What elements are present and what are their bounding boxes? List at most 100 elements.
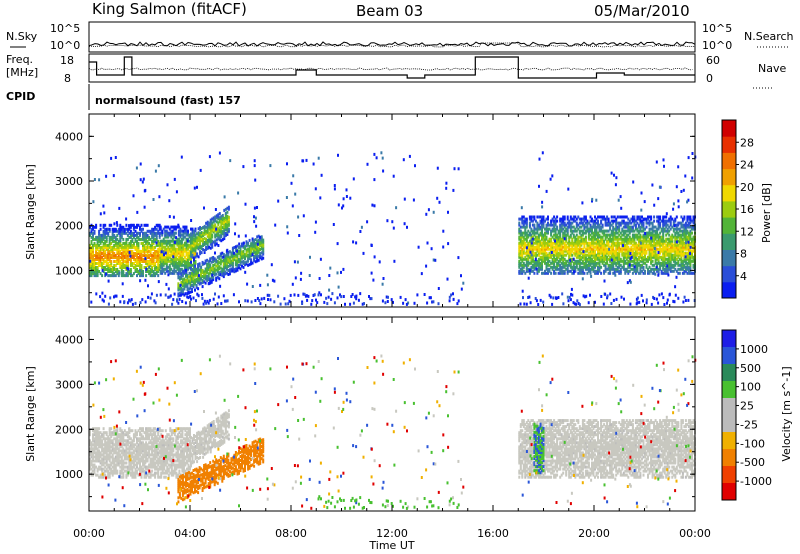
- power-cell: [260, 257, 263, 261]
- power-cell: [185, 251, 188, 255]
- power-cell: [609, 263, 612, 267]
- power-cell: [173, 249, 176, 253]
- power-cell: [180, 251, 183, 255]
- power-cell: [559, 245, 562, 249]
- power-cell: [625, 215, 628, 219]
- power-cell: [634, 253, 637, 257]
- power-cell: [619, 269, 622, 273]
- power-cell: [196, 246, 199, 250]
- power-cell: [525, 253, 528, 257]
- power-cell: [560, 227, 563, 231]
- power-cell: [149, 264, 152, 267]
- power-cell: [157, 270, 160, 273]
- power-cell: [132, 235, 135, 239]
- power-cell: [122, 260, 125, 263]
- power-cell: [198, 268, 201, 272]
- power-cell: [528, 255, 531, 259]
- power-cell: [656, 219, 659, 223]
- power-cell: [684, 261, 687, 265]
- power-cell: [563, 221, 566, 225]
- power-cell: [270, 263, 273, 267]
- power-cell: [218, 267, 221, 271]
- power-cell: [142, 247, 144, 251]
- power-cell: [119, 227, 122, 231]
- power-cell: [194, 245, 197, 249]
- power-cell: [663, 249, 666, 253]
- power-cell: [587, 233, 590, 237]
- power-cell: [601, 237, 604, 241]
- power-cell: [113, 256, 116, 259]
- power-cell: [562, 257, 565, 261]
- power-cell: [89, 270, 91, 273]
- power-cell: [533, 233, 536, 237]
- power-cell: [134, 229, 137, 233]
- power-cell: [580, 233, 583, 237]
- power-cell: [139, 227, 141, 231]
- power-cell: [221, 214, 224, 217]
- power-cell: [665, 221, 668, 225]
- power-cell: [689, 255, 692, 259]
- power-cell: [563, 245, 566, 249]
- power-cell: [256, 251, 259, 255]
- power-cell: [554, 219, 557, 223]
- power-cell: [560, 243, 563, 247]
- power-cell: [547, 267, 549, 271]
- power-cell: [183, 235, 186, 239]
- power-cell: [122, 241, 125, 245]
- power-cell: [627, 253, 630, 257]
- power-cell: [606, 221, 609, 225]
- power-cell: [689, 235, 692, 239]
- power-cell: [686, 247, 689, 251]
- power-cell: [553, 219, 556, 223]
- power-cell: [247, 249, 250, 253]
- power-cell: [217, 244, 220, 247]
- power-cell: [657, 217, 660, 221]
- power-cell: [603, 239, 606, 243]
- power-cell: [227, 215, 230, 219]
- power-cell: [607, 221, 610, 225]
- power-cell: [110, 247, 113, 251]
- power-cell: [619, 259, 622, 263]
- power-cell: [190, 246, 192, 250]
- power-cell: [519, 225, 522, 229]
- power-cell: [126, 256, 129, 259]
- power-cell: [250, 252, 253, 256]
- power-cell: [131, 237, 134, 241]
- power-cell: [247, 259, 250, 263]
- power-cell: [203, 243, 206, 246]
- power-cell: [151, 241, 154, 245]
- power-cell: [221, 255, 224, 259]
- power-cell: [164, 247, 167, 251]
- power-cell: [123, 229, 126, 233]
- power-cell: [680, 265, 683, 269]
- power-cell: [533, 241, 536, 245]
- power-cell: [140, 241, 143, 245]
- power-cell: [650, 259, 653, 263]
- power-cell: [551, 245, 554, 249]
- power-cell: [681, 261, 684, 265]
- power-cell: [95, 256, 98, 259]
- power-cell: [203, 249, 206, 252]
- power-cell: [519, 263, 522, 267]
- power-cell: [116, 260, 119, 263]
- power-cell: [120, 268, 123, 271]
- power-cell: [521, 235, 524, 239]
- power-cell: [668, 225, 671, 229]
- power-cell: [677, 245, 680, 249]
- power-cell: [627, 261, 630, 265]
- power-cell: [99, 256, 102, 259]
- power-cell: [259, 283, 262, 287]
- power-cell: [645, 239, 648, 243]
- power-cell: [575, 261, 578, 265]
- power-cell: [90, 256, 93, 259]
- power-cell: [241, 244, 243, 248]
- power-cell: [154, 227, 157, 231]
- power-cell: [659, 215, 662, 219]
- power-cell: [183, 249, 186, 253]
- power-cell: [665, 269, 668, 273]
- power-cell: [128, 227, 131, 231]
- power-cell: [522, 225, 525, 229]
- nsearch-tick-high: 10^5: [702, 22, 732, 35]
- power-cell: [140, 256, 143, 259]
- power-cell: [204, 261, 207, 265]
